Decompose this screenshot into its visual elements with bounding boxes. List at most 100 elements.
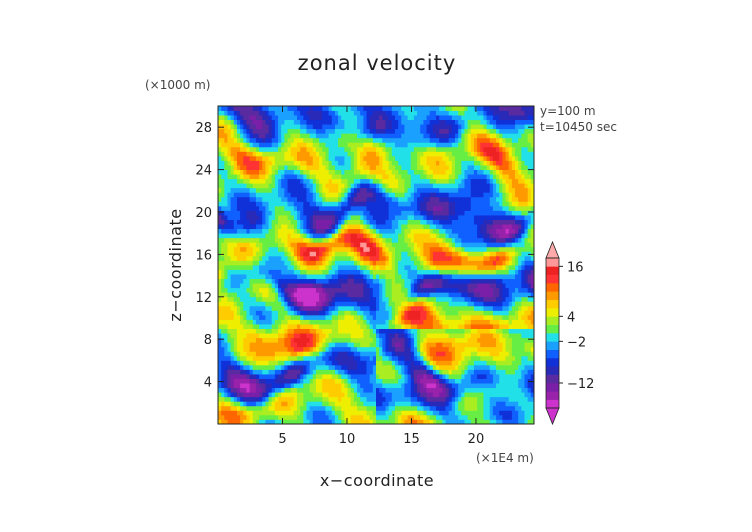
heatmap-cell bbox=[360, 328, 364, 334]
heatmap-cell bbox=[252, 287, 257, 293]
heatmap-cell bbox=[334, 215, 339, 220]
heatmap-cell bbox=[369, 419, 374, 425]
heatmap-cell bbox=[274, 219, 279, 225]
heatmap-cell bbox=[429, 133, 434, 139]
heatmap-cell bbox=[265, 187, 269, 193]
heatmap-cell bbox=[344, 301, 348, 307]
heatmap-cell bbox=[236, 346, 241, 352]
heatmap-cell bbox=[284, 251, 288, 257]
heatmap-cell bbox=[255, 178, 260, 184]
heatmap-cell bbox=[328, 128, 333, 134]
heatmap-cell bbox=[379, 228, 383, 234]
heatmap-cell bbox=[240, 237, 244, 243]
heatmap-cell bbox=[385, 346, 390, 352]
heatmap-cell bbox=[227, 351, 232, 357]
heatmap-cell bbox=[227, 133, 232, 139]
heatmap-cell bbox=[218, 165, 222, 170]
heatmap-cell bbox=[388, 155, 393, 161]
heatmap-cell bbox=[420, 205, 424, 211]
heatmap-cell bbox=[410, 160, 415, 166]
heatmap-cell bbox=[297, 183, 301, 189]
heatmap-cell bbox=[221, 319, 225, 325]
heatmap-cell bbox=[309, 215, 314, 220]
heatmap-cell bbox=[278, 124, 282, 130]
heatmap-cell bbox=[353, 392, 358, 398]
heatmap-cell bbox=[255, 328, 260, 334]
heatmap-cell bbox=[249, 187, 254, 193]
heatmap-cell bbox=[429, 292, 434, 298]
heatmap-cell bbox=[385, 174, 390, 180]
heatmap-cell bbox=[379, 301, 383, 307]
heatmap-cell bbox=[293, 187, 298, 193]
heatmap-cell bbox=[271, 387, 276, 393]
heatmap-cell bbox=[382, 151, 386, 157]
heatmap-cell bbox=[221, 310, 225, 316]
heatmap-cell bbox=[382, 328, 386, 334]
heatmap-cell bbox=[300, 396, 304, 402]
heatmap-cell bbox=[224, 392, 228, 398]
heatmap-cell bbox=[224, 124, 228, 130]
heatmap-cell bbox=[230, 233, 235, 239]
heatmap-cell bbox=[303, 215, 307, 220]
heatmap-cell bbox=[230, 205, 235, 211]
heatmap-cell bbox=[420, 174, 424, 180]
heatmap-cell bbox=[413, 224, 418, 230]
heatmap-cell bbox=[230, 364, 235, 370]
heatmap-cell bbox=[315, 133, 320, 139]
heatmap-cell bbox=[385, 160, 390, 166]
heatmap-cell bbox=[274, 392, 279, 398]
heatmap-cell bbox=[278, 310, 282, 316]
heatmap-cell bbox=[221, 183, 225, 189]
heatmap-cell bbox=[240, 106, 244, 111]
heatmap-cell bbox=[224, 251, 228, 257]
heatmap-cell bbox=[278, 151, 282, 157]
heatmap-cell bbox=[439, 146, 443, 152]
heatmap-cell bbox=[391, 115, 396, 121]
heatmap-cell bbox=[278, 369, 282, 375]
heatmap-cell bbox=[312, 314, 317, 320]
heatmap-cell bbox=[325, 328, 329, 334]
heatmap-cell bbox=[315, 246, 320, 252]
chart-title: zonal velocity bbox=[298, 51, 457, 75]
heatmap-cell bbox=[325, 401, 329, 407]
heatmap-cell bbox=[423, 387, 427, 393]
heatmap-cell bbox=[391, 346, 396, 352]
heatmap-cell bbox=[407, 146, 412, 152]
heatmap-cell bbox=[353, 419, 358, 425]
heatmap-cell bbox=[407, 251, 412, 257]
heatmap-cell bbox=[417, 142, 421, 148]
heatmap-cell bbox=[410, 342, 415, 348]
heatmap-cell bbox=[290, 169, 295, 175]
heatmap-cell bbox=[306, 224, 311, 230]
heatmap-cell bbox=[413, 292, 418, 298]
heatmap-cell bbox=[255, 337, 260, 343]
heatmap-cell bbox=[312, 224, 317, 230]
heatmap-cell bbox=[252, 292, 257, 298]
heatmap-cell bbox=[410, 128, 415, 134]
heatmap-cell bbox=[297, 233, 301, 239]
heatmap-cell bbox=[372, 115, 377, 121]
heatmap-cell bbox=[423, 224, 427, 230]
heatmap-cell bbox=[309, 196, 314, 202]
heatmap-cell bbox=[407, 401, 412, 407]
heatmap-cell bbox=[312, 401, 317, 407]
heatmap-cell bbox=[252, 260, 257, 266]
heatmap-cell bbox=[436, 246, 440, 252]
heatmap-cell bbox=[278, 192, 282, 198]
heatmap-cell bbox=[309, 396, 314, 402]
heatmap-cell bbox=[413, 215, 418, 220]
heatmap-cell bbox=[382, 183, 386, 189]
heatmap-cell bbox=[287, 219, 292, 225]
heatmap-cell bbox=[262, 205, 266, 211]
heatmap-cell bbox=[423, 346, 427, 352]
heatmap-cell bbox=[243, 301, 247, 307]
heatmap-cell bbox=[407, 110, 412, 116]
heatmap-cell bbox=[287, 160, 292, 166]
heatmap-cell bbox=[297, 396, 301, 402]
heatmap-cell bbox=[331, 201, 336, 207]
heatmap-cell bbox=[278, 392, 282, 398]
heatmap-cell bbox=[278, 296, 282, 302]
heatmap-cell bbox=[236, 242, 241, 248]
heatmap-cell bbox=[401, 355, 405, 361]
heatmap-cell bbox=[376, 187, 380, 193]
